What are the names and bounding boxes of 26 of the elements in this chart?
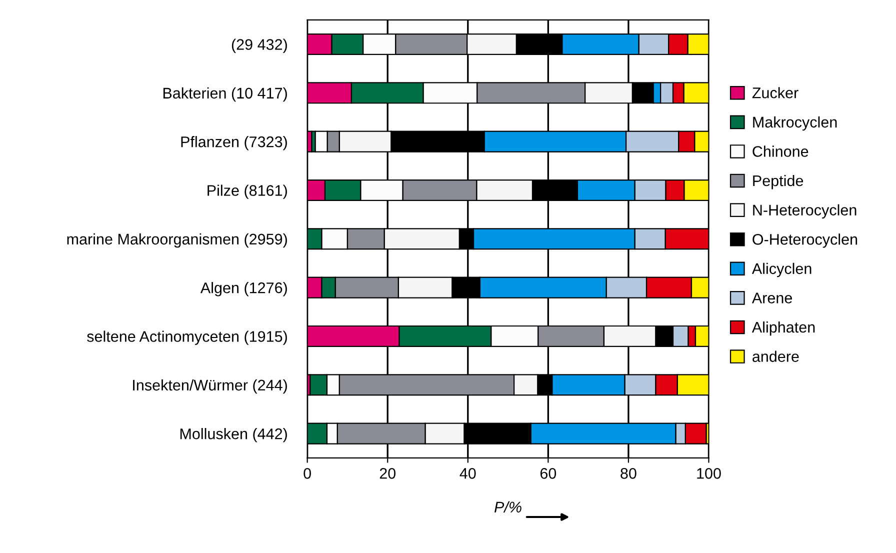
x-tick-label: 100: [697, 468, 721, 479]
legend-label: Alicyclen: [752, 262, 812, 278]
legend-label: O-Heterocyclen: [752, 234, 858, 248]
legend-label: Peptide: [753, 174, 804, 190]
legend-label: Chinone: [752, 146, 808, 157]
x-tick-label: 40: [460, 468, 476, 479]
x-tick-label: 20: [380, 468, 396, 479]
legend-label: andere: [752, 350, 799, 362]
y-tick-label: Pflanzen (7323): [181, 136, 287, 150]
y-tick-label: (29 432): [232, 38, 287, 53]
y-tick-label: marine Makroorganismen (2959): [67, 233, 287, 248]
y-tick-label: Mollusken (442): [180, 428, 287, 442]
legend-label: Makrocyclen: [753, 116, 837, 131]
y-tick-label: Insekten/Würmer (244): [133, 379, 287, 394]
y-tick-label: Pilze (8161): [208, 184, 287, 199]
y-tick-label: Algen (1276): [200, 282, 287, 296]
x-tick-label: 60: [540, 468, 556, 479]
x-tick-label: 80: [620, 468, 636, 479]
y-tick-label: Bakterien (10 417): [163, 87, 287, 102]
x-tick-label: 0: [304, 468, 311, 479]
legend-label: Aliphaten: [752, 321, 815, 336]
legend-label: Zucker: [752, 87, 798, 98]
legend-label: Arene: [752, 292, 792, 304]
legend-label: N-Heterocyclen: [753, 204, 856, 218]
x-axis-title: P/%: [494, 501, 522, 513]
y-tick-label: seltene Actinomyceten (1915): [87, 330, 287, 345]
